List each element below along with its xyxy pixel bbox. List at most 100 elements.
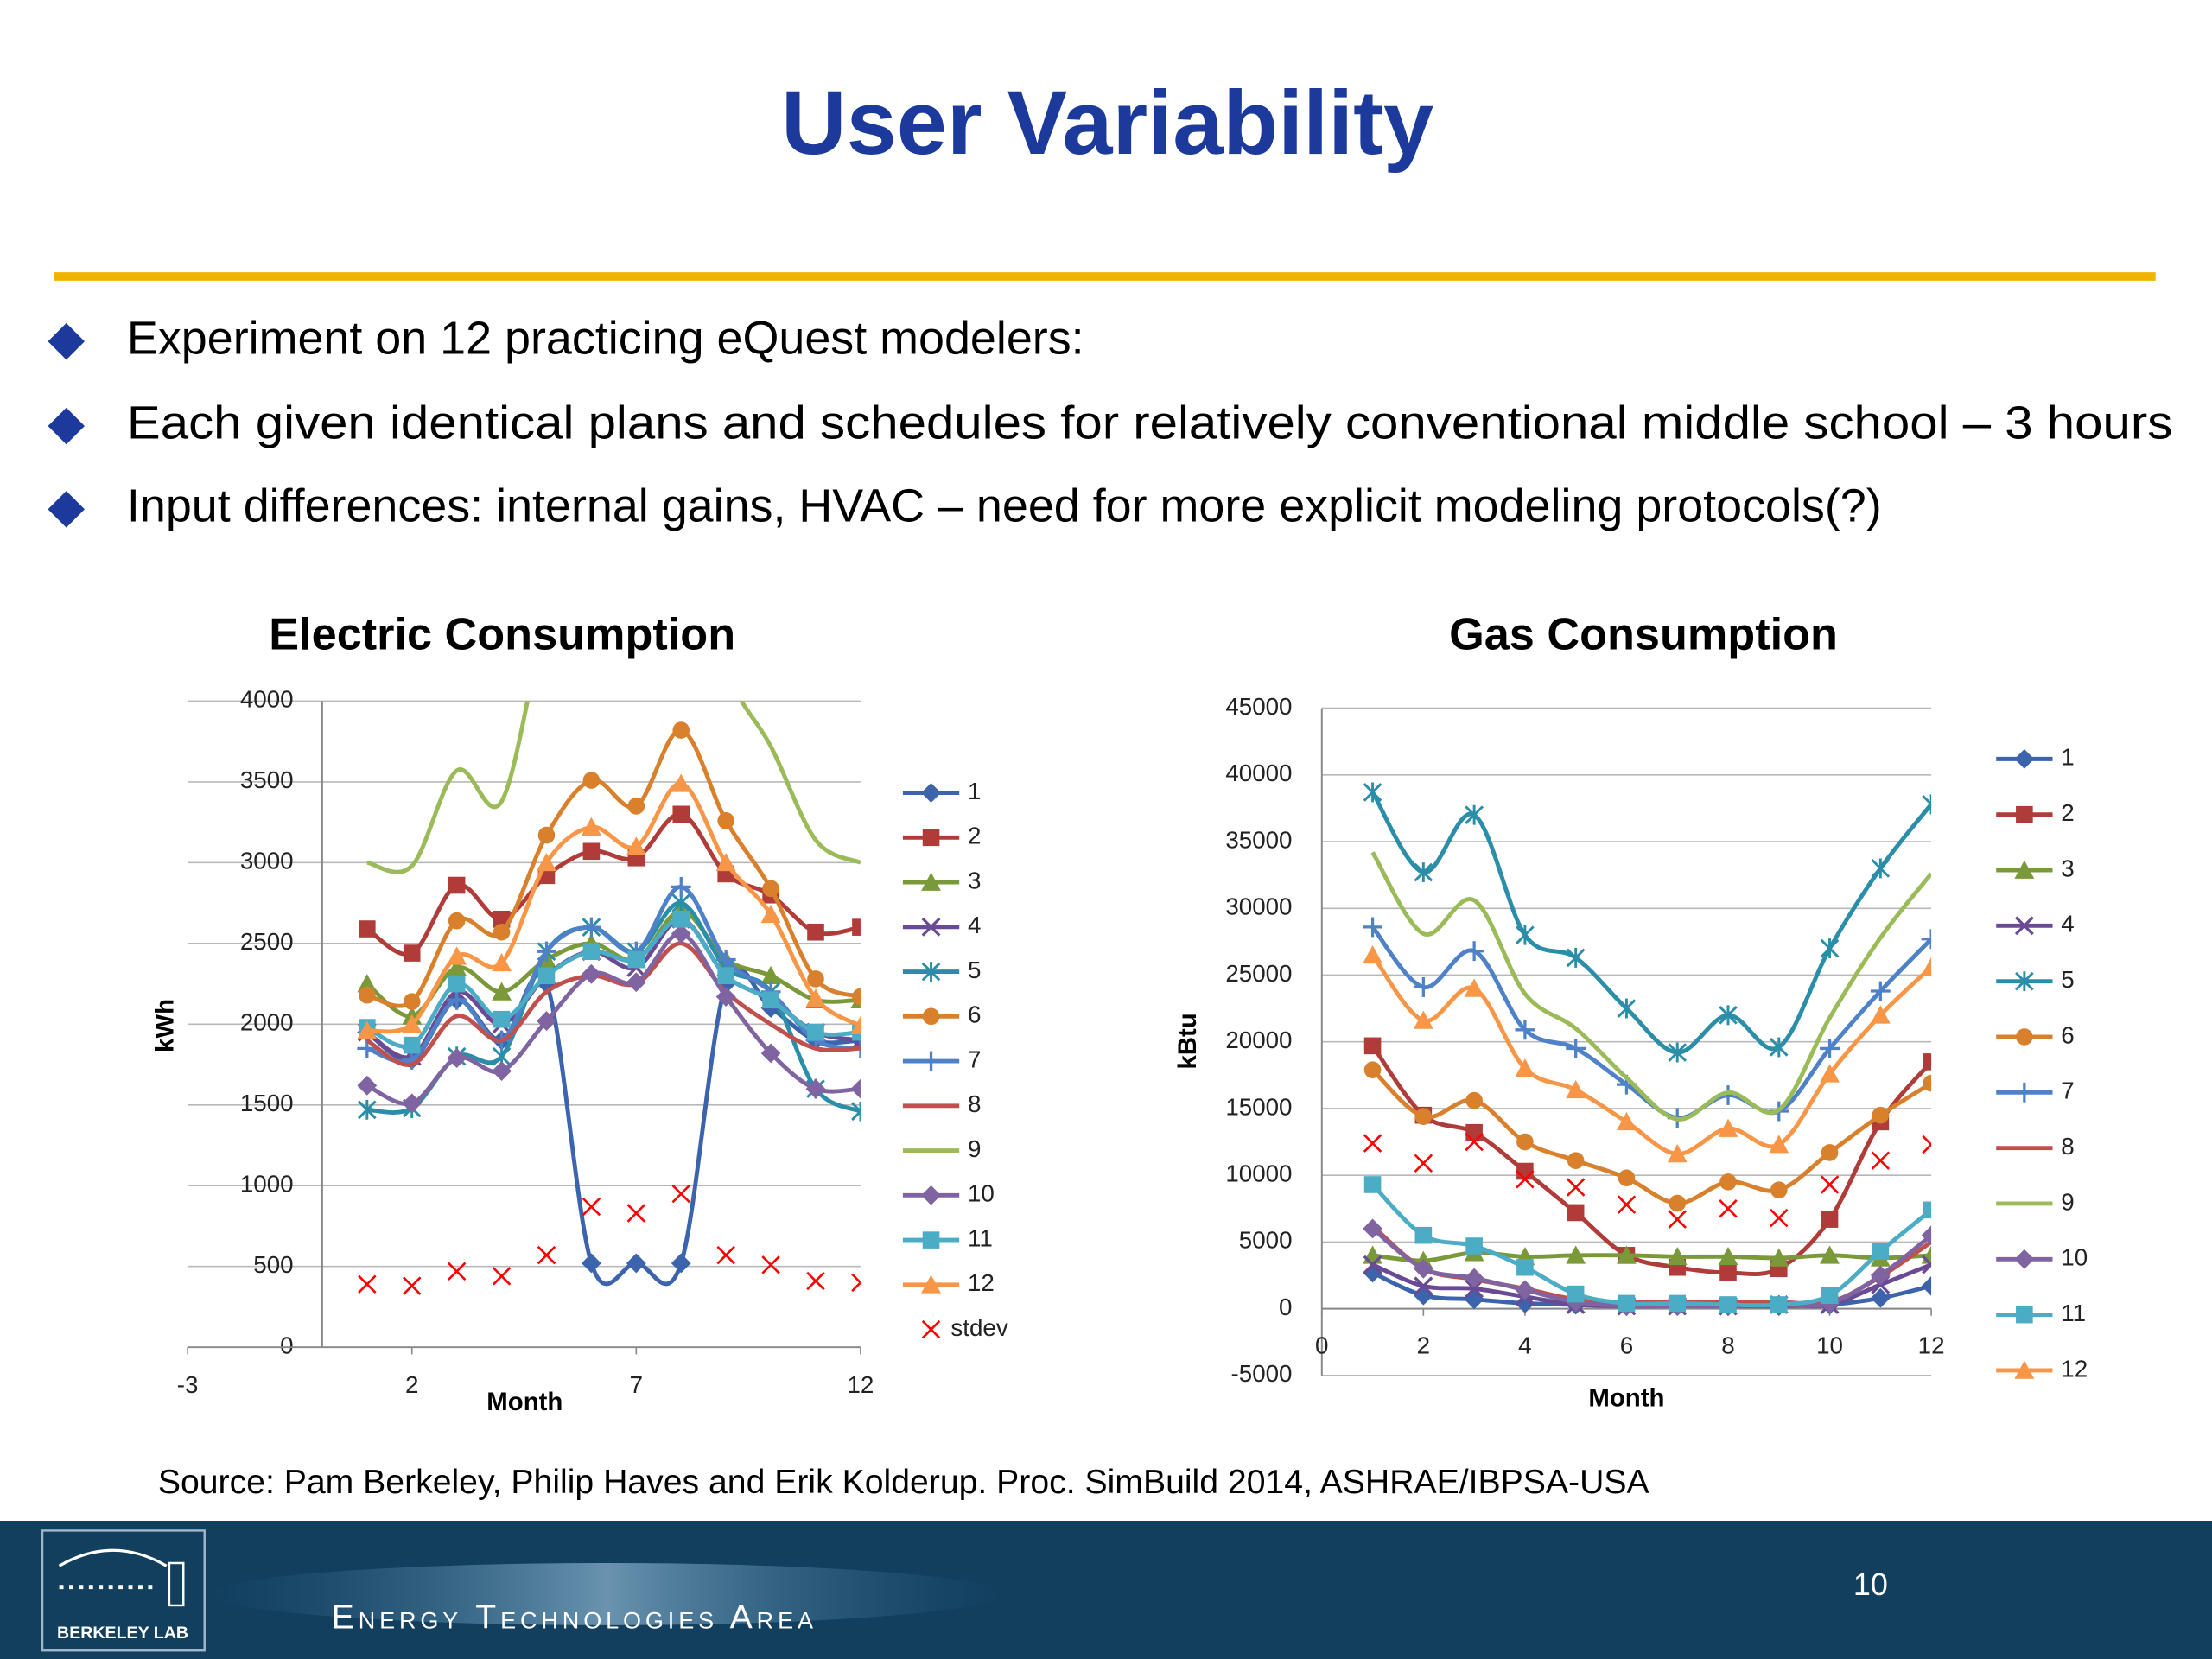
y-tick-label: 3500 xyxy=(240,766,294,793)
marker xyxy=(2014,916,2034,936)
marker xyxy=(921,962,941,982)
legend-label: 11 xyxy=(2061,1300,2086,1326)
marker xyxy=(2014,1360,2035,1379)
bullet-icon xyxy=(48,491,85,528)
marker xyxy=(1719,1199,1738,1218)
marker xyxy=(581,1253,601,1274)
marker xyxy=(1769,1037,1789,1058)
legend-item: stdev xyxy=(921,1314,1008,1341)
source-note: Source: Pam Berkeley, Philip Haves and E… xyxy=(158,1464,1650,1501)
marker xyxy=(717,811,734,830)
legend-item: 10 xyxy=(1996,1244,2088,1271)
marker xyxy=(1871,858,1891,879)
bullet-list: Experiment on 12 practicing eQuest model… xyxy=(48,312,2172,532)
series-line xyxy=(365,811,861,957)
marker xyxy=(1515,1020,1535,1040)
legend-item: 7 xyxy=(902,1046,981,1072)
marker xyxy=(921,872,941,891)
legend-item: 2 xyxy=(1996,799,2075,826)
marker xyxy=(403,1276,422,1295)
marker xyxy=(672,805,690,823)
plot-area xyxy=(1363,782,1932,1316)
marker xyxy=(357,1020,378,1039)
marker xyxy=(1465,1123,1483,1141)
marker xyxy=(762,880,779,898)
x-tick-label: 10 xyxy=(1816,1332,1843,1359)
marker xyxy=(1465,804,1484,825)
marker xyxy=(1820,1175,1840,1194)
marker xyxy=(921,1319,941,1339)
marker xyxy=(760,965,781,985)
footer-glow xyxy=(211,1562,1002,1625)
y-tick-label: 2000 xyxy=(240,1009,294,1036)
marker xyxy=(1719,1005,1738,1026)
y-tick-label: 25000 xyxy=(1225,960,1292,987)
x-tick-label: 8 xyxy=(1721,1332,1734,1359)
marker xyxy=(762,991,779,1009)
x-axis-title: Month xyxy=(486,1388,563,1416)
marker xyxy=(626,972,646,993)
legend-item: 4 xyxy=(1996,911,2075,938)
marker xyxy=(492,1267,512,1286)
y-tick-label: 20000 xyxy=(1225,1027,1292,1053)
marker xyxy=(1872,1106,1890,1124)
marker xyxy=(357,1099,377,1120)
legend-item: 12 xyxy=(902,1269,995,1296)
series-line xyxy=(1370,925,1932,1121)
legend-label: 5 xyxy=(968,957,981,983)
marker xyxy=(1516,1258,1534,1276)
chart-title: Gas Consumption xyxy=(1449,610,1838,660)
marker xyxy=(1566,1245,1586,1264)
marker xyxy=(359,986,376,1004)
marker xyxy=(2016,1028,2033,1046)
x-axis-title: Month xyxy=(1588,1383,1664,1412)
marker xyxy=(447,957,467,976)
x-tick-label: 2 xyxy=(1417,1332,1430,1359)
legend-label: 1 xyxy=(2061,744,2074,771)
marker xyxy=(761,1255,780,1274)
marker xyxy=(1617,1195,1637,1214)
y-axis-title: kWh xyxy=(150,999,179,1052)
legend-label: 1 xyxy=(968,778,981,804)
y-tick-label: 35000 xyxy=(1225,826,1292,853)
legend-item: 9 xyxy=(902,1135,981,1162)
marker xyxy=(805,988,826,1007)
marker xyxy=(807,923,824,941)
series-line xyxy=(1370,851,1932,1122)
marker xyxy=(921,917,941,937)
marker xyxy=(1923,1053,1932,1071)
marker xyxy=(1921,1275,1932,1296)
marker xyxy=(627,798,645,815)
marker xyxy=(1820,1245,1840,1264)
marker xyxy=(582,943,601,960)
marker xyxy=(581,963,601,984)
marker xyxy=(1770,1208,1789,1228)
marker xyxy=(1719,1264,1737,1281)
y-tick-label: 10000 xyxy=(1225,1160,1292,1186)
marker xyxy=(1363,1037,1382,1055)
marker xyxy=(1668,1210,1687,1229)
marker xyxy=(671,1184,690,1204)
marker xyxy=(1515,1280,1535,1300)
y-tick-label: 2500 xyxy=(240,928,294,955)
page-number: 10 xyxy=(1853,1567,1888,1602)
marker xyxy=(805,1078,826,1099)
marker xyxy=(921,1274,941,1294)
marker xyxy=(715,852,736,872)
marker xyxy=(1820,938,1840,959)
marker xyxy=(1464,1268,1484,1288)
marker xyxy=(447,1262,467,1281)
marker xyxy=(1718,1246,1738,1266)
marker xyxy=(626,1204,646,1223)
marker xyxy=(2014,1082,2035,1103)
y-tick-label: 1000 xyxy=(240,1171,294,1198)
marker xyxy=(672,721,690,739)
marker xyxy=(1363,1061,1382,1078)
y-tick-label: 40000 xyxy=(1225,760,1292,786)
legend-label: 2 xyxy=(968,823,981,849)
marker xyxy=(1566,1178,1586,1197)
legend-item: 6 xyxy=(1996,1021,2075,1048)
marker xyxy=(626,1253,646,1274)
y-tick-label: 3000 xyxy=(240,848,294,874)
marker xyxy=(1464,1289,1484,1310)
